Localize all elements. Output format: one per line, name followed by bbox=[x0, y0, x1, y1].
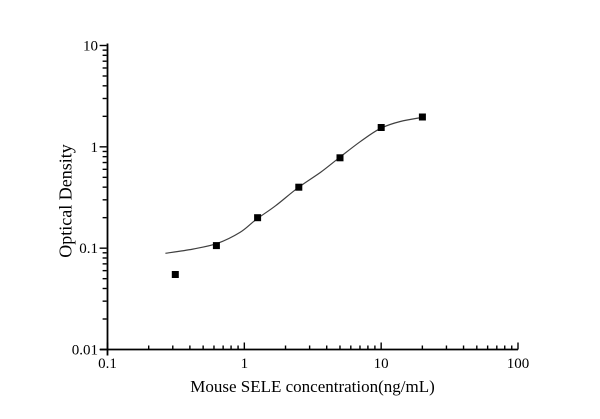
y-tick-label: 1 bbox=[91, 140, 99, 156]
y-axis-title: Optical Density bbox=[55, 144, 76, 258]
x-axis-title: Mouse SELE concentration(ng/mL) bbox=[190, 377, 435, 396]
x-tick-label: 100 bbox=[507, 356, 530, 372]
data-point-marker bbox=[377, 124, 385, 131]
data-point-marker bbox=[418, 113, 426, 121]
x-tick-label: 1 bbox=[241, 356, 249, 372]
y-tick-label: 0.01 bbox=[72, 343, 98, 359]
data-point-marker bbox=[295, 183, 303, 191]
data-point-marker bbox=[171, 271, 179, 278]
fit-curve-line bbox=[165, 116, 423, 254]
y-tick-label: 0.1 bbox=[79, 241, 98, 257]
x-tick-label: 0.1 bbox=[98, 356, 117, 372]
data-point-marker bbox=[254, 214, 262, 222]
x-tick-label: 10 bbox=[374, 356, 389, 372]
y-tick-label: 10 bbox=[83, 39, 98, 55]
data-point-marker bbox=[336, 154, 344, 162]
data-point-marker bbox=[212, 242, 220, 250]
